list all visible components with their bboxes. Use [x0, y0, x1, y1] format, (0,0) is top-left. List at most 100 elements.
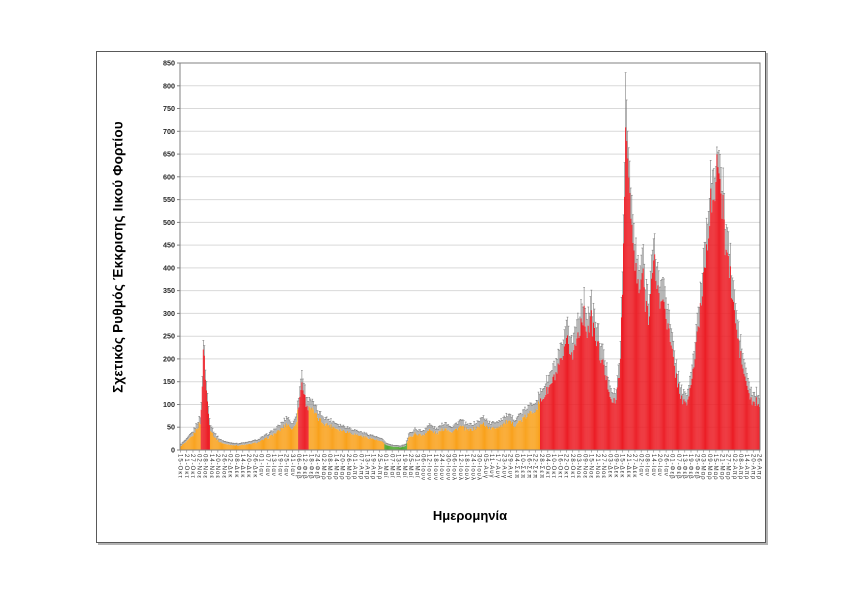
- svg-text:750: 750: [163, 104, 175, 113]
- svg-text:08-Ιαν: 08-Ιαν: [644, 454, 650, 477]
- svg-text:19-Φεβ: 19-Φεβ: [687, 454, 693, 480]
- svg-text:30-Ιουν: 30-Ιουν: [444, 454, 450, 481]
- svg-text:08-Μαρ: 08-Μαρ: [326, 454, 332, 481]
- svg-text:400: 400: [163, 263, 175, 272]
- svg-text:27-Μαρ: 27-Μαρ: [725, 454, 731, 481]
- svg-text:20-Ιαν: 20-Ιαν: [656, 454, 662, 477]
- svg-text:10-Οκτ: 10-Οκτ: [550, 454, 556, 479]
- svg-text:14-Απρ: 14-Απρ: [743, 454, 749, 480]
- svg-text:09-Νοε: 09-Νοε: [581, 454, 587, 479]
- svg-text:13-Ιαν: 13-Ιαν: [270, 454, 276, 477]
- svg-text:150: 150: [163, 377, 175, 386]
- svg-text:26-Δεκ: 26-Δεκ: [251, 454, 257, 478]
- svg-text:28-Σεπ: 28-Σεπ: [538, 454, 544, 479]
- svg-text:23-Αυγ: 23-Αυγ: [500, 454, 506, 479]
- svg-text:31-Μαϊ: 31-Μαϊ: [413, 454, 419, 478]
- svg-text:17-Αυγ: 17-Αυγ: [494, 454, 500, 479]
- svg-text:22-Σεπ: 22-Σεπ: [532, 454, 538, 479]
- svg-text:12-Ιουν: 12-Ιουν: [426, 454, 432, 481]
- svg-text:06-Φεβ: 06-Φεβ: [295, 454, 301, 480]
- svg-text:02-Ιαν: 02-Ιαν: [637, 454, 643, 477]
- svg-text:01-Μαϊ: 01-Μαϊ: [382, 454, 388, 478]
- svg-text:50: 50: [167, 423, 175, 432]
- svg-text:26-Νοε: 26-Νοε: [220, 454, 226, 479]
- svg-text:350: 350: [163, 286, 175, 295]
- svg-text:21-Νοε: 21-Νοε: [594, 454, 600, 479]
- svg-text:11-Αυγ: 11-Αυγ: [488, 454, 494, 479]
- svg-text:25-Ιαν: 25-Ιαν: [283, 454, 289, 477]
- svg-text:07-Απρ: 07-Απρ: [357, 454, 363, 480]
- svg-text:0: 0: [171, 446, 175, 455]
- svg-text:21-Μαρ: 21-Μαρ: [718, 454, 724, 481]
- svg-text:550: 550: [163, 195, 175, 204]
- svg-text:07-Φεβ: 07-Φεβ: [675, 454, 681, 480]
- svg-text:18-Ιουν: 18-Ιουν: [432, 454, 438, 481]
- svg-text:18-Ιουλ: 18-Ιουλ: [463, 454, 469, 481]
- svg-text:14-Ιαν: 14-Ιαν: [650, 454, 656, 477]
- svg-text:08-Απρ: 08-Απρ: [737, 454, 743, 480]
- svg-text:100: 100: [163, 400, 175, 409]
- svg-text:01-Ιαν: 01-Ιαν: [258, 454, 264, 477]
- svg-text:20-Δεκ: 20-Δεκ: [245, 454, 251, 478]
- chart-svg: 0 50 100 150 200 250 300 350 400 450 500 550 600 650 7…: [163, 59, 762, 481]
- svg-text:25-Μαϊ: 25-Μαϊ: [407, 454, 413, 478]
- svg-text:27-Νοε: 27-Νοε: [600, 454, 606, 479]
- svg-text:04-Οκτ: 04-Οκτ: [544, 454, 550, 479]
- svg-text:300: 300: [163, 309, 175, 318]
- svg-text:14-Νοε: 14-Νοε: [208, 454, 214, 479]
- svg-text:05-Αυγ: 05-Αυγ: [482, 454, 488, 479]
- svg-text:07-Ιαν: 07-Ιαν: [264, 454, 270, 477]
- y-axis-title-text: Σχετικός Ρυθμός Έκκρισης Ιικού Φορτίου: [110, 121, 126, 393]
- svg-text:02-Μαρ: 02-Μαρ: [320, 454, 326, 481]
- svg-text:18-Φεβ: 18-Φεβ: [307, 454, 313, 480]
- svg-text:09-Δεκ: 09-Δεκ: [613, 454, 619, 478]
- svg-text:15-Δεκ: 15-Δεκ: [619, 454, 625, 478]
- svg-text:20-Μαρ: 20-Μαρ: [339, 454, 345, 481]
- svg-text:08-Νοε: 08-Νοε: [202, 454, 208, 479]
- svg-text:26-Μαρ: 26-Μαρ: [345, 454, 351, 481]
- svg-text:02-Απρ: 02-Απρ: [731, 454, 737, 480]
- svg-text:450: 450: [163, 241, 175, 250]
- svg-text:13-Μαϊ: 13-Μαϊ: [395, 454, 401, 478]
- svg-text:30-Ιουλ: 30-Ιουλ: [476, 454, 482, 481]
- svg-text:02-Δεκ: 02-Δεκ: [227, 454, 233, 478]
- svg-text:25-Απρ: 25-Απρ: [376, 454, 382, 480]
- svg-text:27-Οκτ: 27-Οκτ: [189, 454, 195, 479]
- svg-text:13-Απρ: 13-Απρ: [363, 454, 369, 480]
- svg-text:03-Δεκ: 03-Δεκ: [606, 454, 612, 478]
- svg-text:19-Μαϊ: 19-Μαϊ: [401, 454, 407, 478]
- svg-text:28-Οκτ: 28-Οκτ: [569, 454, 575, 479]
- svg-text:850: 850: [163, 59, 175, 68]
- svg-text:08-Δεκ: 08-Δεκ: [233, 454, 239, 478]
- svg-text:16-Σεπ: 16-Σεπ: [525, 454, 531, 479]
- svg-text:03-Νοε: 03-Νοε: [575, 454, 581, 479]
- svg-text:01-Φεβ: 01-Φεβ: [669, 454, 675, 480]
- svg-text:14-Δεκ: 14-Δεκ: [239, 454, 245, 478]
- svg-text:09-Μαρ: 09-Μαρ: [706, 454, 712, 481]
- svg-text:500: 500: [163, 218, 175, 227]
- svg-text:19-Ιαν: 19-Ιαν: [276, 454, 282, 477]
- svg-text:16-Οκτ: 16-Οκτ: [556, 454, 562, 479]
- svg-text:03-Μαρ: 03-Μαρ: [700, 454, 706, 481]
- svg-text:07-Μαϊ: 07-Μαϊ: [388, 454, 394, 478]
- svg-text:800: 800: [163, 81, 175, 90]
- svg-text:15-Μαρ: 15-Μαρ: [712, 454, 718, 481]
- svg-text:15-Οκτ: 15-Οκτ: [177, 454, 183, 479]
- svg-text:02-Νοε: 02-Νοε: [195, 454, 201, 479]
- svg-text:26-Ιαν: 26-Ιαν: [662, 454, 668, 477]
- svg-text:12-Φεβ: 12-Φεβ: [301, 454, 307, 480]
- svg-text:06-Ιουν: 06-Ιουν: [420, 454, 426, 481]
- svg-text:20-Απρ: 20-Απρ: [749, 454, 755, 480]
- svg-text:15-Νοε: 15-Νοε: [588, 454, 594, 479]
- chart-figure: 0 50 100 150 200 250 300 350 400 450 500 550 600 650 7…: [96, 51, 766, 543]
- svg-text:250: 250: [163, 332, 175, 341]
- svg-text:25-Φεβ: 25-Φεβ: [693, 454, 699, 480]
- svg-text:26-Απρ: 26-Απρ: [756, 454, 762, 480]
- svg-text:22-Οκτ: 22-Οκτ: [563, 454, 569, 479]
- svg-text:24-Ιουλ: 24-Ιουλ: [469, 454, 475, 481]
- svg-text:600: 600: [163, 172, 175, 181]
- svg-text:20-Νοε: 20-Νοε: [214, 454, 220, 479]
- svg-text:31-Ιαν: 31-Ιαν: [289, 454, 295, 477]
- svg-text:700: 700: [163, 127, 175, 136]
